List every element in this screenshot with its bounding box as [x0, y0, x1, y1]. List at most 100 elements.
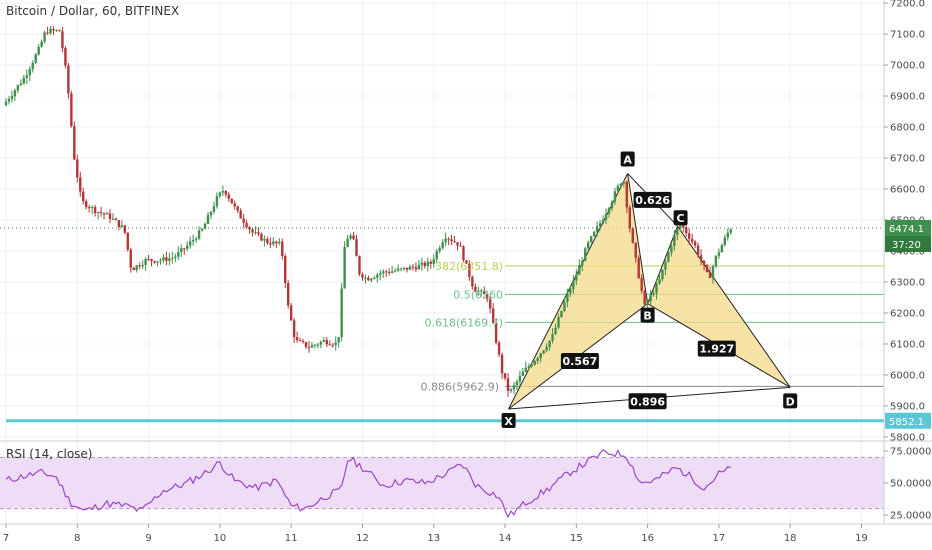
candle-body — [423, 262, 427, 267]
candle — [64, 45, 67, 69]
candle-body — [685, 227, 688, 234]
candle — [376, 272, 379, 283]
candle — [480, 288, 483, 297]
candle-body — [165, 257, 168, 261]
candle-body — [7, 99, 11, 102]
point-label-c[interactable]: C — [673, 210, 688, 226]
candle — [441, 239, 444, 250]
candle — [714, 255, 718, 269]
candle-body — [370, 278, 373, 281]
candle — [188, 236, 192, 249]
candle-body — [456, 242, 459, 246]
candle-body — [251, 229, 254, 233]
candle — [604, 208, 608, 224]
candle-body — [396, 268, 400, 271]
candle — [622, 180, 626, 188]
candle — [52, 26, 55, 36]
candle — [28, 66, 31, 82]
candle — [298, 337, 302, 342]
point-label-d[interactable]: D — [783, 393, 798, 409]
candle-body — [209, 211, 213, 216]
candle — [144, 256, 147, 271]
candle-body — [76, 159, 79, 178]
candle-body — [52, 28, 55, 31]
candle — [655, 279, 658, 300]
candle-body — [604, 213, 608, 220]
candle-body — [705, 265, 709, 272]
candle-body — [183, 248, 186, 250]
candle-body — [438, 248, 441, 252]
candle — [46, 26, 49, 35]
candle — [19, 79, 23, 87]
candle — [328, 340, 331, 346]
candle-body — [13, 90, 17, 97]
candle — [367, 275, 370, 281]
candle — [275, 240, 278, 248]
candle — [248, 225, 251, 234]
candle — [420, 257, 424, 271]
candle — [601, 215, 605, 225]
candle-body — [46, 32, 49, 34]
fib-label-0886: 0.886(5962.9) — [420, 380, 499, 393]
ratio-label-0626: 0.626 — [633, 191, 672, 208]
candle-body — [108, 213, 112, 219]
candle-body — [313, 344, 317, 346]
x-tick-label: 14 — [499, 533, 512, 544]
x-tick-label: 17 — [713, 533, 726, 544]
candle-body — [284, 256, 287, 284]
candle-body — [497, 342, 501, 355]
candle — [399, 267, 403, 272]
fib-label-0382: 382(6351.8) — [435, 260, 503, 273]
y-tick-label: 6700.0 — [890, 154, 925, 165]
candle — [554, 323, 557, 336]
point-label-x[interactable]: X — [501, 413, 516, 429]
fib-label-05: 0.5(6260 — [453, 288, 503, 301]
candle — [592, 230, 596, 237]
candle — [527, 363, 530, 370]
candle-body — [275, 241, 278, 244]
candle — [382, 269, 385, 278]
candle — [447, 237, 450, 246]
candle-body — [260, 233, 263, 241]
candle — [22, 74, 26, 85]
candle — [396, 264, 400, 272]
candle — [292, 318, 296, 343]
y-tick-label: 6600.0 — [890, 185, 925, 196]
candle-body — [206, 215, 210, 224]
candle — [589, 235, 593, 244]
candle-body — [188, 241, 192, 246]
candle-body — [185, 245, 189, 249]
ratio-badge — [560, 352, 599, 369]
candle-body — [429, 261, 432, 264]
candle — [717, 248, 721, 260]
candle-body — [509, 389, 513, 391]
candle-body — [224, 191, 228, 195]
candle-body — [129, 249, 132, 268]
candle — [316, 342, 320, 349]
candle-body — [640, 278, 643, 291]
candle-body — [218, 192, 222, 197]
candle — [453, 235, 456, 243]
candle — [619, 182, 623, 188]
candle-body — [444, 238, 447, 243]
candle-body — [569, 289, 572, 294]
candle — [462, 245, 465, 262]
candle-body — [670, 246, 673, 253]
candle-body — [379, 273, 382, 275]
candle-body — [420, 262, 424, 265]
candle-body — [191, 239, 195, 242]
candle-body — [352, 235, 355, 240]
point-label-b[interactable]: B — [640, 307, 655, 323]
candle — [705, 264, 709, 273]
rsi-band — [0, 457, 884, 509]
candle-body — [488, 299, 492, 309]
candle — [111, 213, 115, 221]
candle-body — [16, 85, 20, 91]
candle-body — [714, 255, 718, 267]
candle-body — [135, 265, 138, 271]
candle — [584, 246, 587, 262]
candle — [500, 352, 504, 379]
harmonic-pattern[interactable] — [508, 173, 791, 410]
point-label-a[interactable]: A — [620, 151, 635, 167]
